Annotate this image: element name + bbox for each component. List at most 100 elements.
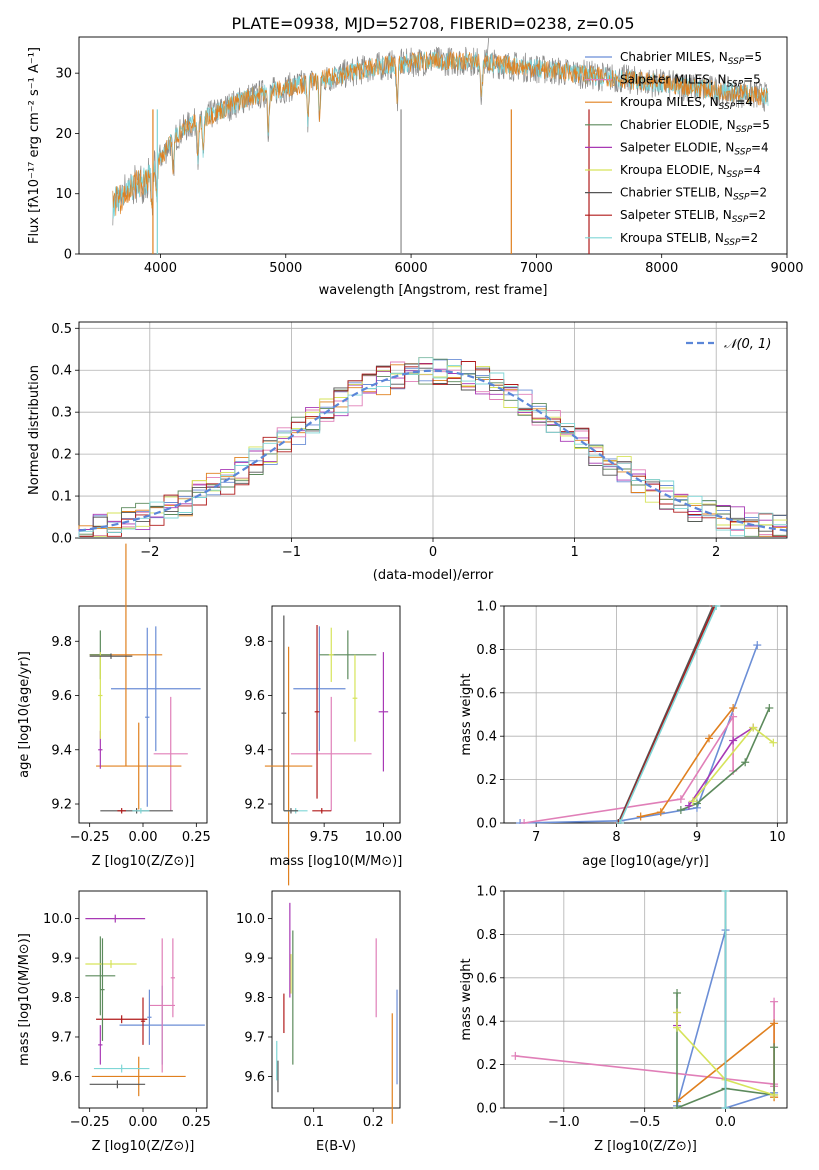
y-tick-label: 20 — [55, 127, 72, 142]
y-tick-label: 0.2 — [476, 1058, 497, 1073]
x-tick-label: 9000 — [770, 261, 803, 276]
legend-subscript: SSP — [734, 147, 751, 157]
legend-entry: Salpeter STELIB, NSSP=2 — [620, 208, 766, 225]
legend-subscript: SSP — [724, 238, 741, 248]
y-tick-label: 9.6 — [244, 1070, 265, 1085]
y-tick-label: 9.9 — [244, 952, 265, 967]
x-tick-label: −0.25 — [70, 1115, 110, 1130]
y-tick-label: 9.6 — [51, 689, 72, 704]
legend-subscript: SSP — [727, 80, 744, 90]
errorbar-point — [98, 1025, 103, 1065]
x-tick-label: 5000 — [269, 261, 302, 276]
legend-subscript: SSP — [733, 193, 750, 203]
x-tick-label: 2 — [712, 545, 720, 560]
weight-marker — [656, 808, 665, 817]
x-tick-label: 9.75 — [310, 830, 339, 845]
legend-value: =4 — [751, 140, 769, 154]
weight-marker — [684, 801, 693, 810]
histogram-group — [78, 357, 787, 538]
x-axis-label: age [log10(age/yr)] — [582, 854, 709, 869]
weight-marker — [705, 734, 714, 743]
errorbar-point — [281, 615, 287, 811]
y-tick-label: 9.2 — [244, 798, 265, 813]
weight-marker — [712, 605, 721, 610]
weight-marker — [688, 797, 697, 806]
EBV-axes: 0.1 0.2 9.6 9.7 9.8 9.9 10.0 — [236, 890, 401, 1130]
y-tick-label: 9.7 — [244, 1030, 265, 1045]
weight-marker — [749, 723, 758, 732]
y-tick-label: 9.8 — [244, 635, 265, 650]
legend-label: Salpeter ELODIE, N — [620, 140, 734, 154]
age_vs_mass-axes: 9.75 10.00 9.2 9.4 9.6 9.8 — [244, 605, 402, 845]
y-tick-label: 9.4 — [51, 743, 72, 758]
x-axis-label: wavelength [Angstrom, rest frame] — [319, 283, 548, 298]
errorbar-point — [290, 696, 372, 811]
weight-line — [619, 605, 718, 824]
weight_vs_age-axes: 7 8 9 10 0.0 0.2 0.4 0.6 0.8 1.0 — [476, 600, 788, 845]
spectrum-axes: 4000 5000 6000 7000 8000 9000 0 10 20 30 — [55, 36, 804, 276]
weight-marker — [673, 1008, 682, 1017]
weight-marker — [511, 1051, 520, 1060]
x-tick-label: 0.00 — [129, 830, 158, 845]
EBV-errorbars — [276, 902, 398, 1124]
legend-entry: Kroupa MILES, NSSP=4 — [620, 95, 753, 112]
weight-marker — [765, 703, 774, 712]
age_vs_mass-errorbars — [264, 615, 389, 886]
weight-line — [618, 605, 716, 824]
x-tick-label: 0.1 — [303, 1115, 324, 1130]
y-tick-label: 1.0 — [476, 600, 497, 615]
legend-value: =2 — [750, 186, 768, 200]
errorbar-point — [153, 696, 188, 811]
errorbar-point — [96, 722, 182, 810]
legend-entry: Chabrier MILES, NSSP=5 — [620, 50, 762, 67]
errorbar-point — [117, 808, 126, 814]
x-axis-label: (data-model)/error — [373, 568, 494, 583]
y-tick-label: 0.4 — [476, 1015, 497, 1030]
legend-label: Salpeter STELIB, N — [620, 208, 732, 222]
errorbar-point — [293, 626, 346, 752]
x-tick-label: 7 — [532, 830, 540, 845]
plot-frame — [78, 605, 208, 824]
y-tick-label: 1.0 — [476, 885, 497, 900]
weight-marker — [729, 712, 738, 721]
legend-entry: Kroupa STELIB, NSSP=2 — [620, 231, 758, 248]
y-axis-label: Flux [fλ10⁻¹⁷ erg cm⁻² s⁻¹ A⁻¹] — [27, 47, 42, 244]
x-tick-label: 4000 — [144, 261, 177, 276]
legend-value: =5 — [744, 50, 762, 64]
legend-label: Chabrier MILES, N — [620, 50, 728, 64]
errorbar-point — [352, 654, 358, 742]
y-tick-label: 0.2 — [51, 448, 72, 463]
y-tick-label: 0.0 — [476, 1102, 497, 1117]
age_vs_Z-axes: −0.25 0.00 0.25 9.2 9.4 9.6 9.8 — [51, 605, 211, 845]
errorbar-point — [100, 938, 105, 1041]
x-tick-label: 10 — [769, 830, 786, 845]
legend-label: Kroupa ELODIE, N — [620, 163, 727, 177]
y-tick-label: 0.8 — [476, 928, 497, 943]
weight_vs_age-series — [516, 605, 778, 824]
y-tick-label: 9.9 — [51, 952, 72, 967]
x-tick-label: 8000 — [645, 261, 678, 276]
weight-marker — [676, 795, 685, 804]
weight-marker — [692, 799, 701, 808]
age_vs_Z-errorbars — [89, 543, 201, 814]
weight-marker — [769, 738, 778, 747]
errorbar-point — [85, 914, 146, 923]
legend-entry: Salpeter ELODIE, NSSP=4 — [620, 140, 769, 157]
weight-marker — [615, 819, 624, 824]
legend-subscript: SSP — [728, 57, 745, 67]
x-tick-label: 6000 — [395, 261, 428, 276]
errorbar-point — [314, 624, 320, 799]
errorbar-point — [85, 960, 137, 968]
y-tick-label: 9.7 — [51, 1030, 72, 1045]
weight_vs_Z-axes: −1.0 −0.5 0.0 0.0 0.2 0.4 0.6 0.8 1.0 — [476, 885, 788, 1130]
weight-marker — [753, 641, 762, 650]
legend-label: Salpeter MILES, N — [620, 73, 727, 87]
weight-marker — [729, 736, 738, 745]
x-tick-label: 8 — [612, 830, 620, 845]
y-tick-label: 0 — [64, 248, 72, 263]
errorbar-point — [283, 808, 299, 814]
y-axis-label: Normed distribution — [27, 365, 42, 495]
y-tick-label: 0.5 — [51, 322, 72, 337]
y-tick-label: 10.0 — [236, 912, 265, 927]
errorbar-point — [111, 626, 201, 752]
